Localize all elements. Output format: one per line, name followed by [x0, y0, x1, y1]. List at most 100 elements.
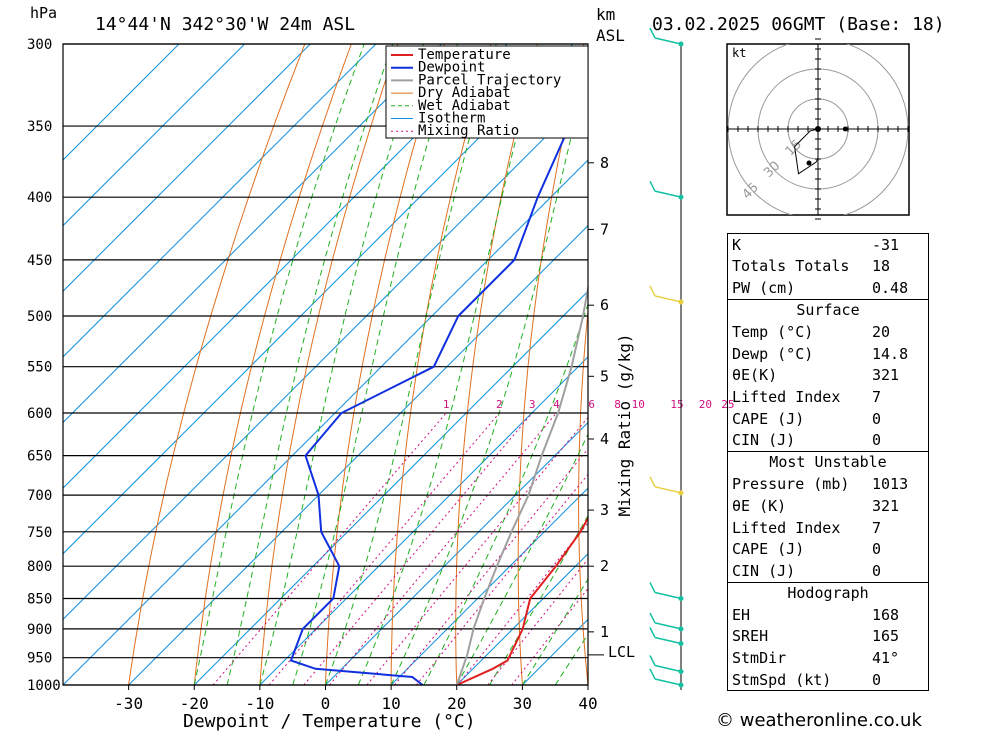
mixing-ratio-label: 10 — [632, 398, 645, 411]
index-label: θE (K) — [732, 496, 787, 515]
index-label: CIN (J) — [732, 431, 796, 450]
isotherm-line — [63, 44, 442, 424]
index-value: 0 — [872, 670, 882, 689]
index-row: Pressure (mb) 1013 — [728, 474, 928, 496]
most-unstable-title: Most Unstable — [769, 452, 887, 471]
wind-barb-feather — [649, 655, 656, 666]
hodograph-title: Hodograph — [787, 583, 869, 602]
wind-barb-feather — [649, 612, 656, 624]
index-value: 168 — [872, 605, 900, 624]
mixing-ratio-label: 1 — [443, 398, 450, 411]
index-value: 0 — [872, 431, 882, 450]
hodograph-trace — [794, 128, 819, 175]
index-value: 0.48 — [872, 278, 909, 297]
index-label: Totals Totals — [732, 257, 850, 276]
temperature-line — [456, 515, 588, 685]
x-tick-label: -30 — [114, 694, 143, 713]
wind-barb-staff — [654, 295, 682, 303]
dry-adiabat-line — [128, 44, 306, 685]
pressure-unit: hPa — [30, 4, 57, 22]
wind-barb-feather — [649, 285, 656, 297]
index-row: StmSpd (kt) 0 — [728, 669, 928, 691]
legend-label: Mixing Ratio — [418, 123, 519, 139]
legend-label: Dry Adiabat — [418, 85, 511, 101]
index-row: Temp (°C) 20 — [728, 321, 928, 343]
km-tick-label: 2 — [600, 557, 609, 575]
mixing-ratio-line — [268, 412, 500, 685]
index-row: CIN (J) 0 — [728, 560, 928, 582]
mixing-ratio-line — [303, 412, 533, 685]
pressure-label: 800 — [27, 559, 52, 575]
wind-barb-staff — [654, 636, 682, 645]
index-value: 20 — [872, 323, 891, 342]
wet-adiabat-line — [292, 44, 459, 685]
mixing-ratio-label: 3 — [529, 398, 536, 411]
index-row: EH 168 — [728, 604, 928, 626]
wind-barb-feather — [649, 27, 656, 39]
isotherm-line — [128, 224, 588, 685]
wind-barb-staff — [654, 591, 682, 600]
index-value: 165 — [872, 627, 900, 646]
index-value: 7 — [872, 518, 882, 537]
hodograph-origin-dot — [815, 126, 821, 132]
datetime-title: 03.02.2025 06GMT (Base: 18) — [652, 14, 945, 35]
isotherm-line — [63, 44, 180, 161]
pressure-label: 450 — [27, 253, 52, 269]
wind-barb-staff — [654, 622, 682, 630]
pressure-label: 1000 — [27, 678, 61, 694]
index-row: SREH 165 — [728, 626, 928, 648]
dry-adiabat-line — [390, 44, 492, 685]
index-value: 14.8 — [872, 344, 909, 363]
plot-frame — [62, 43, 589, 686]
legend-label: Isotherm — [418, 111, 485, 127]
most-unstable-section: Most Unstable Pressure (mb) 1013 θE (K) 321… — [728, 450, 928, 582]
index-value: 1013 — [872, 475, 909, 494]
isotherm-line — [259, 356, 588, 685]
km-tick-label: 6 — [600, 296, 609, 314]
asl-label: ASL — [596, 26, 625, 45]
index-label: CIN (J) — [732, 561, 796, 580]
index-row: PW (cm) 0.48 — [728, 277, 928, 299]
index-row: CAPE (J) 0 — [728, 538, 928, 560]
hodograph-point — [806, 160, 812, 166]
isotherm-line — [193, 290, 588, 685]
x-tick-label: 0 — [321, 694, 331, 713]
x-tick-label: 10 — [381, 694, 400, 713]
pressure-label: 500 — [27, 309, 52, 325]
x-tick-label: 40 — [578, 694, 597, 713]
index-value: 0 — [872, 540, 882, 559]
x-tick-label: -10 — [245, 694, 274, 713]
index-label: StmSpd (kt) — [732, 670, 832, 689]
index-row: StmDir 41° — [728, 647, 928, 669]
wind-barb-feather — [649, 476, 656, 488]
legend-label: Temperature — [418, 47, 511, 63]
isotherm-line — [456, 553, 588, 685]
km-tick-label: 7 — [600, 220, 609, 238]
pressure-label: 700 — [27, 488, 52, 504]
index-value: 18 — [872, 257, 891, 276]
hodograph-section: Hodograph EH 168 SREH 165 StmDir 41° StmSpd (k… — [728, 581, 928, 691]
index-value: 41° — [872, 649, 900, 668]
lcl-label: LCL — [608, 643, 635, 661]
dry-adiabat-line — [954, 44, 1000, 685]
isotherm-line — [63, 44, 377, 358]
km-tick-label: 5 — [600, 367, 609, 385]
wet-adiabat-line — [456, 433, 588, 685]
index-label: K — [732, 235, 742, 254]
x-tick-label: 30 — [513, 694, 532, 713]
index-row: Lifted Index 7 — [728, 386, 928, 408]
dry-adiabat-line — [517, 44, 585, 685]
mixing-ratio-line — [511, 587, 588, 685]
indices-table: K -31 Totals Totals 18 PW (cm) 0.48 Surface T… — [727, 233, 929, 692]
index-row: Lifted Index 7 — [728, 517, 928, 539]
mixing-ratio-line — [329, 412, 557, 685]
surface-section: Surface Temp (°C) 20 Dewp (°C) 14.8 θE(K) 321… — [728, 298, 928, 451]
dry-adiabat-line — [193, 44, 352, 685]
isotherm-line — [325, 421, 588, 685]
wind-barb-staff — [654, 37, 682, 45]
legend-label: Dewpoint — [418, 60, 485, 76]
hodograph-unit: kt — [732, 46, 746, 60]
wind-barb-staff — [654, 678, 682, 686]
x-axis-title: Dewpoint / Temperature (°C) — [183, 711, 476, 732]
